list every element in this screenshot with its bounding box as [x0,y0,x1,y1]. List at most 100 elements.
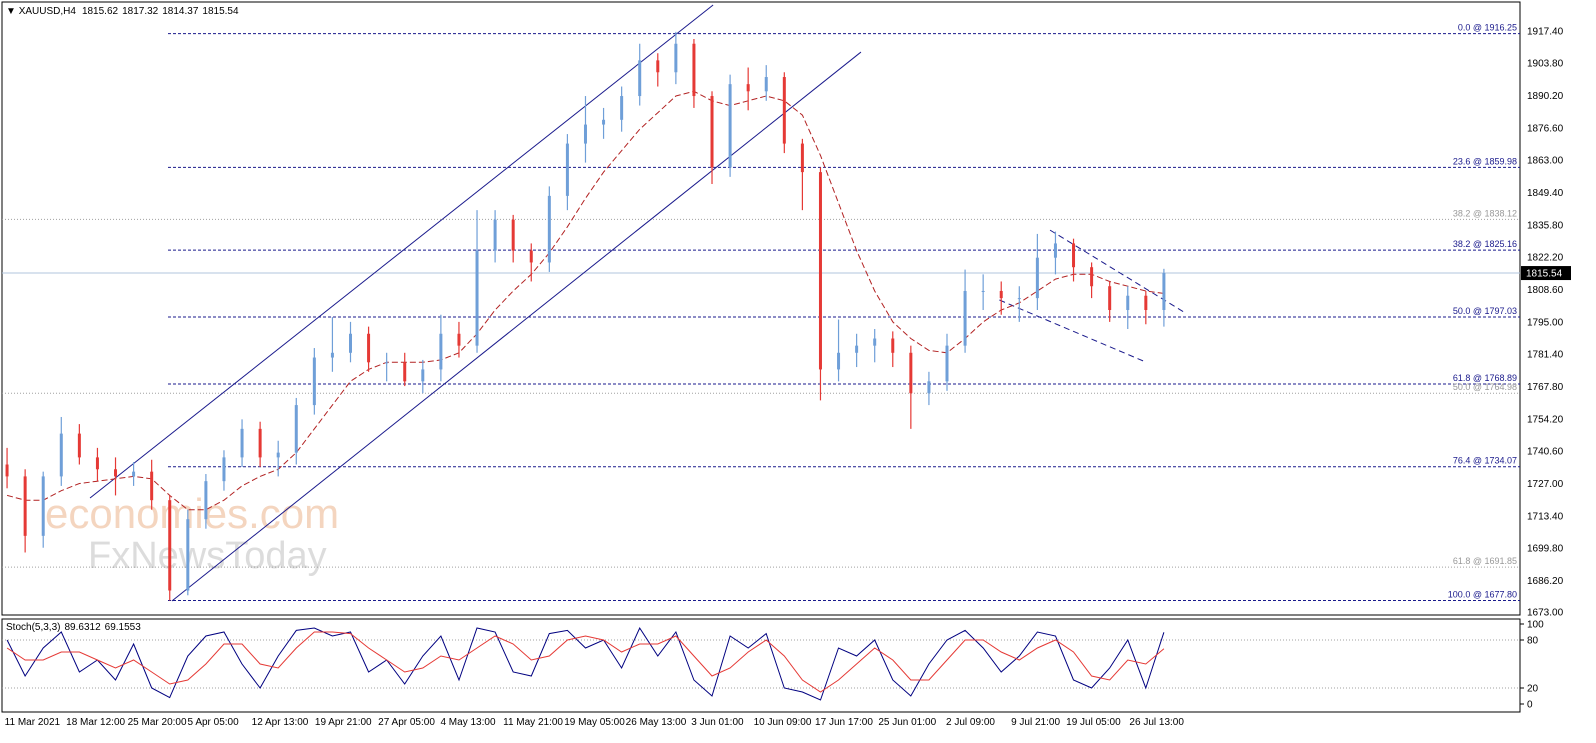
candle-body [222,457,226,482]
candle-body [1090,267,1094,287]
candle-body [385,362,389,364]
stochastic-panel [1,618,1521,713]
fib-layer [2,33,1520,601]
trend-line [89,4,714,499]
y-tick-label: 1740.60 [1527,447,1564,458]
x-tick-label: 3 Jun 01:00 [691,717,744,728]
current-price-label: 1815.54 [1526,269,1563,280]
candle-body [583,124,587,144]
main-panel [1,1,1521,616]
candle-body [349,333,353,353]
x-tick-label: 17 Jun 17:00 [815,717,873,728]
fib-label: 76.4 @ 1734.07 [1453,456,1517,466]
candle-body [59,433,63,477]
candle-body [945,345,949,382]
y-tick-label: 1686.20 [1527,576,1564,587]
labels-layer: 1917.40 1903.80 1890.20 1876.60 1863.00 1849.… [5,23,1571,728]
y-tick-label: 1795.00 [1527,317,1564,328]
x-tick-label: 25 Mar 20:00 [128,717,187,728]
symbol: XAUUSD,H4 [19,6,77,17]
fib-label: 50.0 @ 1797.03 [1453,306,1517,316]
candle-body [511,219,515,251]
candle-body [818,172,822,370]
candle-body [5,464,9,477]
grid-layer [2,623,1524,705]
candle-body [855,345,859,353]
stoch-line [6,626,1165,701]
x-tick-label: 4 May 13:00 [440,717,495,728]
x-tick-label: 25 Jun 01:00 [878,717,936,728]
candle-body [95,457,99,470]
stochastic-header: Stoch(5,3,3) 89.6312 69.1553 [6,622,141,633]
y-tick-label: 1849.40 [1527,188,1564,199]
y-tick-label: 1754.20 [1527,414,1564,425]
candle-body [367,333,371,363]
fib-label: 61.8 @ 1768.89 [1453,373,1517,383]
candles-layer [5,31,1166,601]
fib-label: 38.2 @ 1825.16 [1453,239,1517,249]
x-tick-label: 5 Apr 05:00 [188,717,240,728]
candle-body [1108,286,1112,310]
candle-body [692,43,696,97]
watermark: economies.com FxNewsToday [45,490,339,577]
candle-body [276,452,280,458]
candle-body [999,290,1003,299]
header-value: 1814.37 [162,6,199,17]
candle-body [294,405,298,453]
header-icon: ▼ [6,6,19,17]
x-tick-label: 11 May 21:00 [503,717,563,728]
candle-body [674,43,678,73]
fib-label: 0.0 @ 1916.25 [1458,23,1517,33]
candle-body [493,219,497,251]
x-tick-label: 18 Mar 12:00 [66,717,125,728]
candle-body [1162,273,1166,310]
x-tick-label: 26 May 13:00 [626,717,687,728]
x-tick-label: 19 May 05:00 [564,717,625,728]
fib-label: 50.0 @ 1764.98 [1453,382,1517,392]
x-tick-label: 11 Mar 2021 [5,717,61,728]
y-tick-label: 1767.80 [1527,382,1564,393]
candle-body [475,250,479,346]
x-tick-label: 26 Jul 13:00 [1129,717,1184,728]
current-price-box [1521,266,1571,281]
y-tick-label: 1835.80 [1527,220,1564,231]
candle-body [312,357,316,406]
fib-label: 38.2 @ 1838.12 [1453,208,1517,218]
candle-body [565,143,569,196]
x-tick-label: 9 Jul 21:00 [1011,717,1060,728]
y-tick-label: 1673.00 [1527,607,1564,618]
candle-body [330,352,334,358]
candle-body [981,290,985,292]
candle-body [421,369,425,382]
y-tick-label: 1808.60 [1527,285,1564,296]
x-tick-label: 12 Apr 13:00 [252,717,309,728]
fib-label: 100.0 @ 1677.80 [1448,589,1517,599]
candle-body [204,481,208,520]
header-value: 1815.54 [202,6,239,17]
candle-body [1035,257,1039,299]
candle-body [23,476,27,536]
fib-label: 61.8 @ 1691.85 [1453,556,1517,566]
candle-body [439,333,443,370]
x-tick-label: 19 Apr 21:00 [315,717,372,728]
candle-body [150,471,154,501]
trend-line [171,51,862,602]
y-tick-label: 1713.40 [1527,511,1564,522]
indicator-value: 89.6312 [64,622,101,633]
candle-body [909,352,913,394]
chart-header: ▼ XAUUSD,H4 1815.62 1817.32 1814.37 1815.54 [6,6,239,17]
candle-body [403,362,407,382]
stoch-line [6,631,1165,693]
moving-average [6,90,1164,511]
y-tick-label: 1876.60 [1527,123,1564,134]
candle-body [782,77,786,144]
candle-body [1126,295,1130,310]
candle-body [891,338,895,353]
y-tick-label: 1903.80 [1527,59,1564,70]
candle-body [41,476,45,536]
candle-body [620,96,624,120]
watermark-text: FxNewsToday [88,535,327,577]
y-tick-label: 1781.40 [1527,350,1564,361]
